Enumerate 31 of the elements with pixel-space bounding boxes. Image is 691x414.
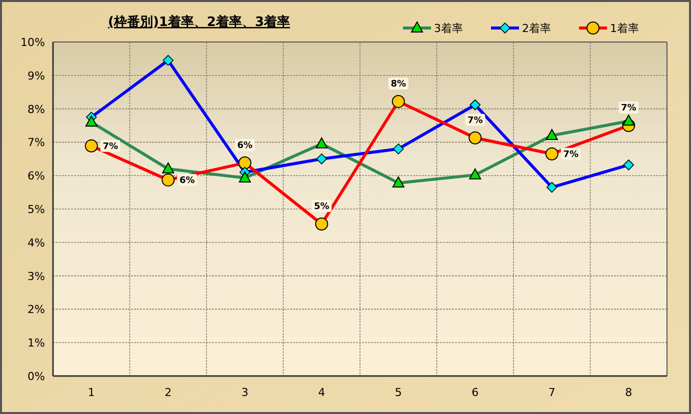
legend-label: 2着率 xyxy=(522,22,551,35)
x-tick-label: 2 xyxy=(164,386,172,399)
y-tick-label: 6% xyxy=(28,170,45,183)
y-tick-label: 9% xyxy=(28,69,45,82)
y-tick-label: 7% xyxy=(28,136,45,150)
y-tick-label: 4% xyxy=(28,236,45,250)
y-tick-label: 1% xyxy=(28,336,45,350)
data-label: 6% xyxy=(179,176,195,186)
y-tick-label: 5% xyxy=(28,203,45,216)
x-tick-label: 8 xyxy=(625,386,632,399)
legend-label: 3着率 xyxy=(434,22,463,35)
data-label: 8% xyxy=(390,79,406,90)
data-label: 7% xyxy=(467,116,483,126)
y-tick-label: 2% xyxy=(28,303,45,316)
y-tick-label: 10% xyxy=(20,36,45,49)
x-tick-label: 1 xyxy=(88,386,95,399)
x-tick-label: 7 xyxy=(548,386,556,399)
y-tick-label: 0% xyxy=(28,370,45,383)
y-tick-label: 3% xyxy=(28,270,45,283)
data-label: 5% xyxy=(314,202,330,212)
data-label: 7% xyxy=(620,104,636,114)
data-label: 7% xyxy=(563,150,579,160)
y-tick-label: 8% xyxy=(28,102,45,116)
chart-title: (枠番別)1着率、2着率、3着率 xyxy=(108,14,290,30)
x-tick-label: 4 xyxy=(318,386,326,399)
data-label: 6% xyxy=(237,140,253,151)
x-tick-label: 6 xyxy=(472,386,479,399)
legend-label: 1着率 xyxy=(610,22,639,35)
data-label: 7% xyxy=(102,142,118,152)
x-tick-label: 5 xyxy=(394,386,402,399)
x-tick-label: 3 xyxy=(241,386,248,399)
